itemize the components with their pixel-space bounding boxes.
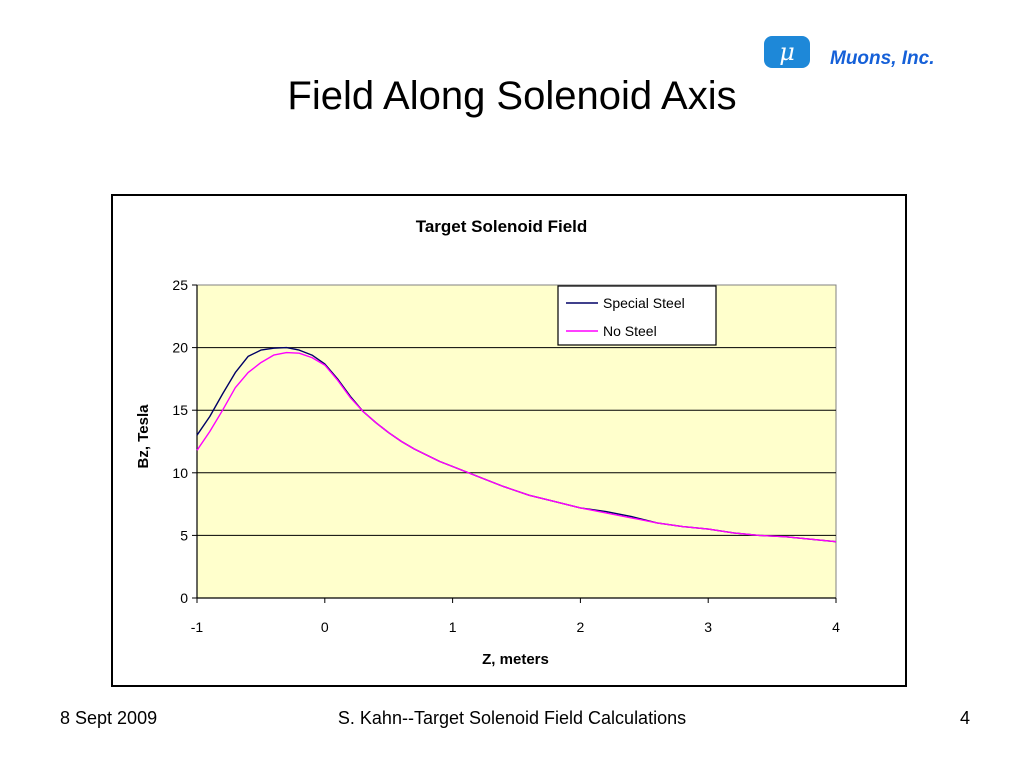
muons-logo: μ Muons, Inc. <box>764 36 964 76</box>
mu-logo-icon: μ <box>764 36 810 68</box>
legend-box <box>557 285 717 346</box>
y-tick-label: 20 <box>172 340 188 356</box>
y-tick-label: 25 <box>172 277 188 293</box>
legend-item-no-steel-label: No Steel <box>603 323 657 339</box>
y-tick-label: 0 <box>180 590 188 606</box>
footer-center-text: S. Kahn--Target Solenoid Field Calculati… <box>337 708 687 728</box>
slide-title: Field Along Solenoid Axis <box>287 74 737 118</box>
series-line-no-steel <box>196 351 837 543</box>
y-axis-title: Bz, Tesla <box>135 404 152 469</box>
plot-area <box>196 284 837 599</box>
logo-text: Muons, Inc. <box>830 48 935 69</box>
chart-frame: Target Solenoid Field 0 5 10 15 20 25 -1 0 1 2 3 4 Z,… <box>111 194 907 687</box>
x-axis-title: Z, meters <box>482 651 549 668</box>
x-tick-label: 2 <box>577 619 585 635</box>
x-tick-label: 1 <box>449 619 457 635</box>
x-tick-label: 4 <box>832 619 840 635</box>
x-tick-label: 0 <box>321 619 329 635</box>
y-tick-label: 10 <box>172 465 188 481</box>
footer-date: 8 Sept 2009 <box>60 708 158 728</box>
chart-title: Target Solenoid Field <box>416 217 588 236</box>
x-tick-label: -1 <box>191 619 204 635</box>
page-number: 4 <box>959 708 970 728</box>
x-tick-label: 3 <box>704 619 712 635</box>
y-tick-label: 15 <box>172 402 188 418</box>
y-tick-label: 5 <box>180 527 188 543</box>
legend-item-special-steel-label: Special Steel <box>603 295 685 311</box>
